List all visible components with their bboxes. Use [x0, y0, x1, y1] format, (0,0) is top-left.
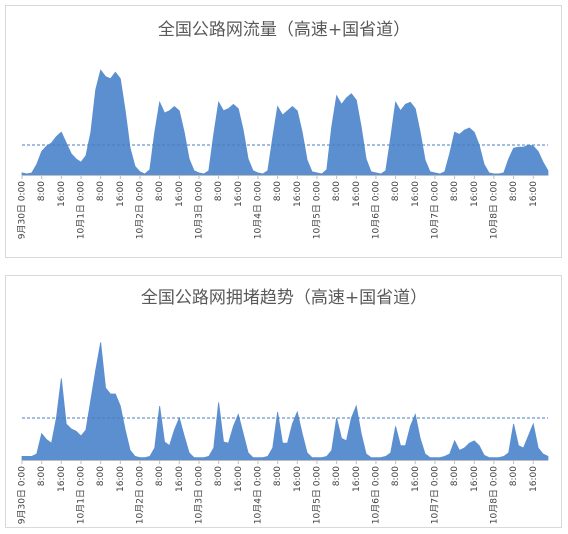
x-tick-label: 8:00 [155, 181, 165, 201]
x-tick-label: 8:00 [450, 181, 460, 201]
x-tick-label: 10月7日 0:00 [429, 466, 440, 525]
x-tick-label: 8:00 [273, 466, 283, 486]
x-tick-label: 16:00 [175, 466, 185, 492]
x-tick-label: 8:00 [37, 181, 47, 201]
x-tick-label: 16:00 [57, 466, 67, 492]
x-tick-label: 10月1日 0:00 [75, 181, 86, 240]
x-tick-label: 10月2日 0:00 [134, 466, 145, 525]
x-tick-label: 10月5日 0:00 [311, 466, 322, 525]
x-tick-label: 16:00 [116, 466, 126, 492]
x-tick-label: 16:00 [411, 181, 421, 207]
x-tick-label: 8:00 [96, 181, 106, 201]
x-tick-label: 16:00 [293, 466, 303, 492]
x-tick-label: 16:00 [57, 181, 67, 207]
x-tick-label: 8:00 [332, 466, 342, 486]
x-tick-label: 16:00 [116, 181, 126, 207]
x-tick-label: 10月6日 0:00 [370, 181, 381, 240]
area [21, 69, 549, 176]
x-tick-label: 9月30日 0:00 [17, 181, 28, 240]
x-tick-label: 8:00 [332, 181, 342, 201]
x-tick-label: 16:00 [175, 181, 185, 207]
x-tick-label: 8:00 [450, 466, 460, 486]
x-tick-label: 16:00 [470, 181, 480, 207]
x-tick-label: 10月7日 0:00 [429, 181, 440, 240]
x-tick-label: 10月1日 0:00 [75, 466, 86, 525]
x-tick-label: 10月4日 0:00 [252, 181, 263, 240]
x-tick-label: 16:00 [411, 466, 421, 492]
x-tick-label: 10月8日 0:00 [488, 466, 499, 525]
x-tick-label: 8:00 [214, 181, 224, 201]
x-tick-label: 16:00 [529, 466, 539, 492]
x-tick-label: 8:00 [509, 466, 519, 486]
x-tick-label: 9月30日 0:00 [17, 466, 28, 525]
x-tick-label: 10月3日 0:00 [193, 181, 204, 240]
x-tick-label: 8:00 [391, 181, 401, 201]
x-tick-label: 16:00 [293, 181, 303, 207]
x-tick-label: 10月3日 0:00 [193, 466, 204, 525]
x-tick-label: 10月4日 0:00 [252, 466, 263, 525]
x-tick-label: 8:00 [273, 181, 283, 201]
x-tick-label: 10月6日 0:00 [370, 466, 381, 525]
x-tick-label: 10月8日 0:00 [488, 181, 499, 240]
chart-title: 全国公路网流量（高速+国省道） [158, 20, 410, 40]
x-tick-label: 16:00 [352, 181, 362, 207]
x-tick-label: 10月5日 0:00 [311, 181, 322, 240]
x-tick-label: 10月2日 0:00 [134, 181, 145, 240]
x-tick-label: 8:00 [214, 466, 224, 486]
x-tick-label: 16:00 [234, 466, 244, 492]
x-tick-label: 16:00 [234, 181, 244, 207]
x-tick-label: 8:00 [155, 466, 165, 486]
x-tick-label: 8:00 [391, 466, 401, 486]
area [21, 342, 549, 461]
chart-title: 全国公路网拥堵趋势（高速+国省道） [141, 288, 427, 308]
x-tick-label: 16:00 [352, 466, 362, 492]
x-tick-label: 8:00 [96, 466, 106, 486]
x-tick-label: 16:00 [470, 466, 480, 492]
x-tick-label: 8:00 [509, 181, 519, 201]
x-tick-label: 8:00 [37, 466, 47, 486]
x-tick-label: 16:00 [529, 181, 539, 207]
